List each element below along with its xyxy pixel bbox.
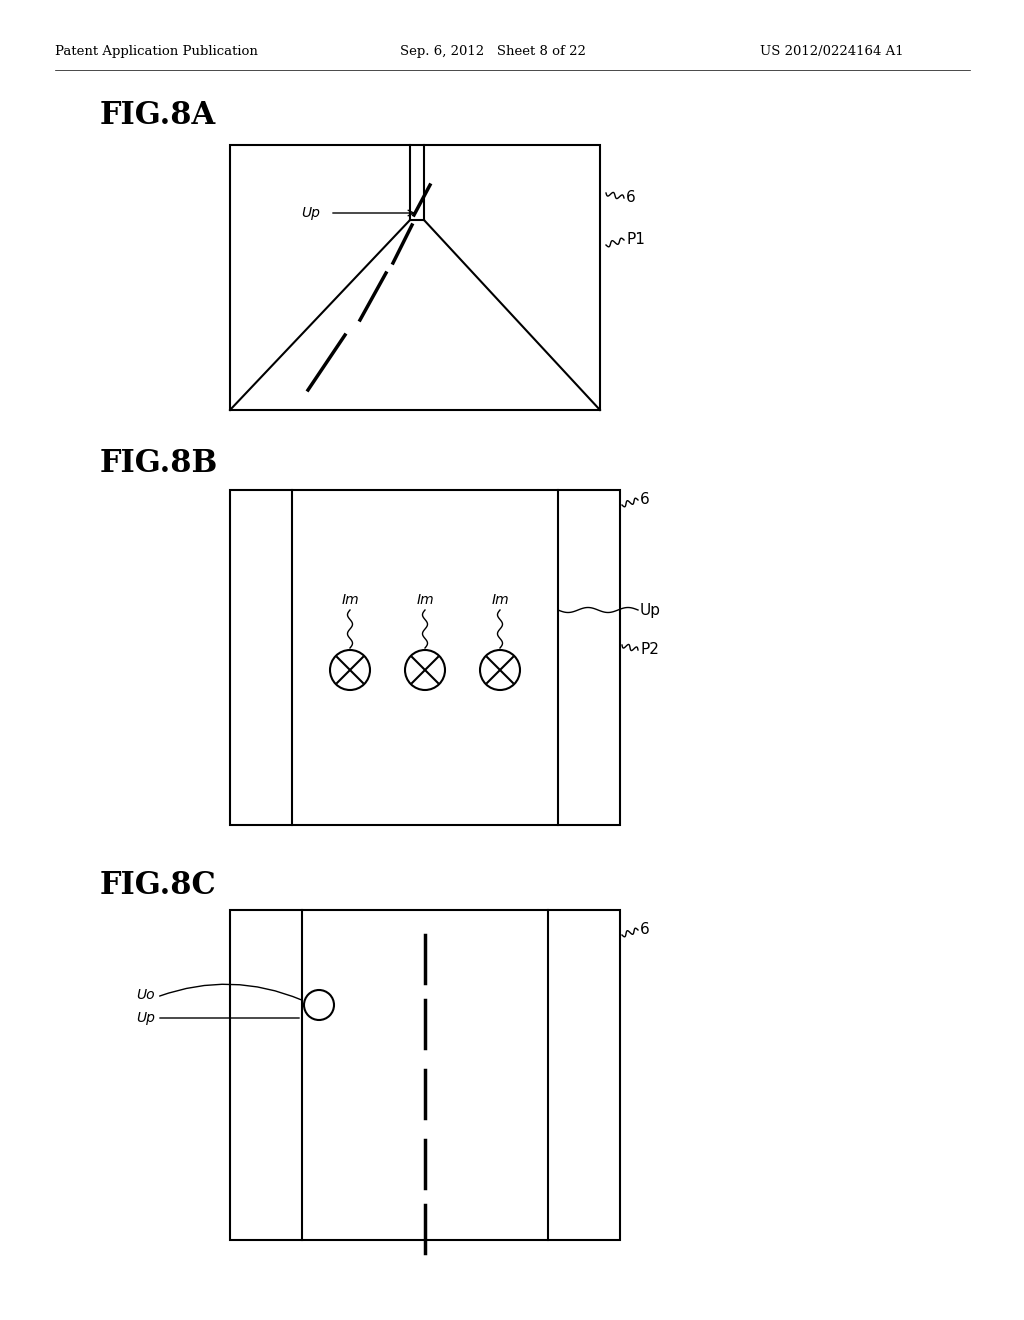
Text: Sep. 6, 2012   Sheet 8 of 22: Sep. 6, 2012 Sheet 8 of 22 (400, 45, 586, 58)
Text: 6: 6 (640, 492, 650, 507)
Bar (230, 909, 620, 1239)
Text: FIG.8A: FIG.8A (100, 100, 216, 131)
Text: Im: Im (492, 593, 509, 607)
Text: US 2012/0224164 A1: US 2012/0224164 A1 (760, 45, 903, 58)
Text: Up: Up (640, 602, 662, 618)
Text: FIG.8B: FIG.8B (100, 447, 218, 479)
Text: FIG.8C: FIG.8C (100, 870, 217, 902)
Bar (230, 490, 620, 825)
Text: 6: 6 (626, 190, 636, 206)
Text: Im: Im (416, 593, 434, 607)
Text: Im: Im (341, 593, 358, 607)
Text: P2: P2 (640, 643, 658, 657)
Bar (230, 145, 600, 411)
Text: Patent Application Publication: Patent Application Publication (55, 45, 258, 58)
Text: 6: 6 (640, 923, 650, 937)
Text: Uo: Uo (136, 987, 155, 1002)
Text: Up: Up (301, 206, 319, 220)
Text: Up: Up (136, 1011, 155, 1026)
Text: P1: P1 (626, 232, 645, 248)
